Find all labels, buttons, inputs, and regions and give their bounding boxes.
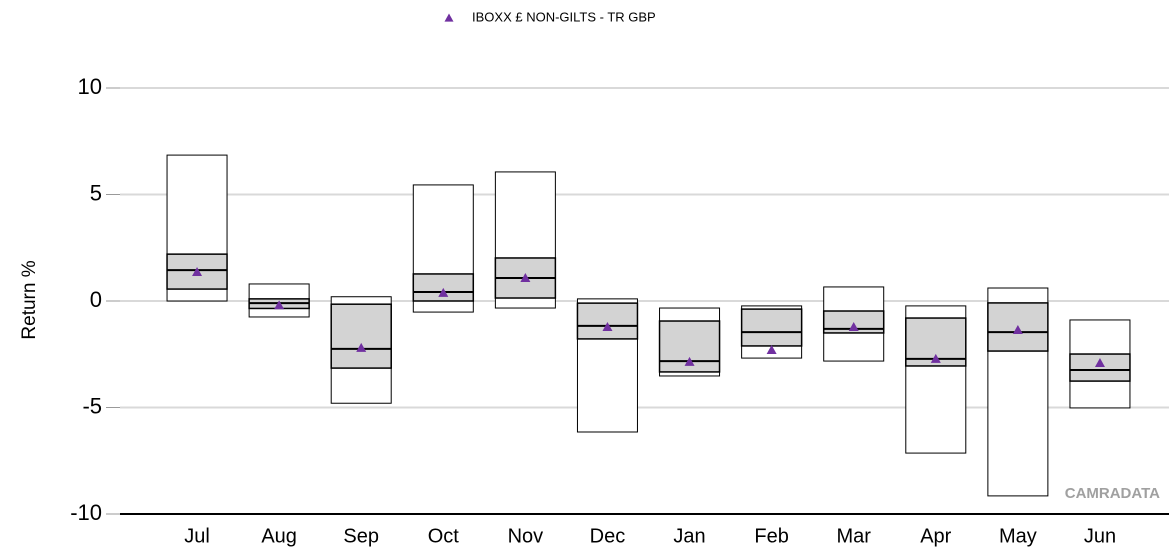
marker bbox=[766, 344, 777, 354]
x-tick-label: Jun bbox=[1084, 525, 1116, 547]
y-tick-label: 0 bbox=[90, 287, 102, 312]
x-tick-label: Mar bbox=[836, 525, 871, 547]
x-tick-label: Sep bbox=[343, 525, 379, 547]
x-tick-label: Dec bbox=[590, 525, 626, 547]
y-tick-label: -10 bbox=[70, 500, 102, 525]
marker bbox=[1094, 357, 1105, 367]
quartile-box bbox=[740, 308, 803, 347]
marker bbox=[848, 321, 859, 331]
quartile-box bbox=[412, 273, 475, 302]
x-tick-label: Nov bbox=[508, 525, 544, 547]
marker bbox=[356, 342, 367, 352]
marker bbox=[274, 300, 285, 310]
marker bbox=[192, 267, 203, 277]
x-tick-label: May bbox=[999, 525, 1037, 547]
x-tick-label: Feb bbox=[754, 525, 788, 547]
watermark: CAMRADATA bbox=[1065, 485, 1160, 502]
y-tick-label: 5 bbox=[90, 180, 102, 205]
x-tick-label: Jul bbox=[184, 525, 210, 547]
quartile-box bbox=[576, 302, 639, 340]
marker bbox=[684, 356, 695, 366]
y-tick-label: -5 bbox=[82, 393, 102, 418]
y-tick-label: 10 bbox=[78, 74, 102, 99]
legend-marker bbox=[444, 13, 454, 22]
legend-label: IBOXX £ NON-GILTS - TR GBP bbox=[472, 9, 656, 24]
x-tick-label: Apr bbox=[920, 525, 951, 547]
x-tick-label: Aug bbox=[261, 525, 297, 547]
marker bbox=[520, 272, 531, 282]
x-tick-label: Jan bbox=[673, 525, 705, 547]
quartile-box bbox=[822, 310, 885, 334]
y-axis-label: Return % bbox=[19, 260, 40, 339]
marker bbox=[1012, 324, 1023, 334]
x-tick-label: Oct bbox=[428, 525, 460, 547]
marker bbox=[438, 287, 449, 297]
quartile-box bbox=[330, 303, 392, 369]
marker bbox=[930, 353, 941, 363]
marker bbox=[602, 321, 613, 331]
